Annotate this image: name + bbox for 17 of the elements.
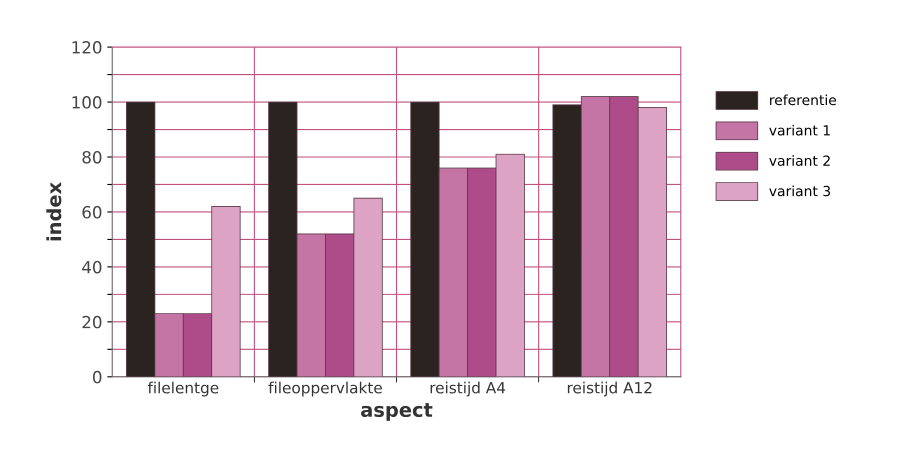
legend-label: variant 1 xyxy=(769,124,830,136)
y-tick-label: 120 xyxy=(72,41,102,54)
y-tick-label: 20 xyxy=(82,316,102,328)
legend-label: variant 3 xyxy=(769,186,830,196)
x-tick-label: reistijd A12 xyxy=(568,382,652,396)
x-tick-label: reistijd A4 xyxy=(430,382,506,396)
y-tick-label: 40 xyxy=(82,260,102,274)
legend-label: variant 2 xyxy=(769,155,830,166)
x-tick-label: fileoppervlakte xyxy=(268,382,382,396)
y-tick-label: 60 xyxy=(82,206,102,219)
x-tick-label: filelentge xyxy=(148,382,218,396)
x-axis-title: aspect xyxy=(361,403,432,421)
legend-label: referentie xyxy=(770,94,836,106)
y-axis-title: index xyxy=(46,182,62,240)
y-tick-label: 0 xyxy=(93,370,102,384)
y-tick-label: 100 xyxy=(72,96,102,109)
y-tick-label: 80 xyxy=(82,150,102,164)
